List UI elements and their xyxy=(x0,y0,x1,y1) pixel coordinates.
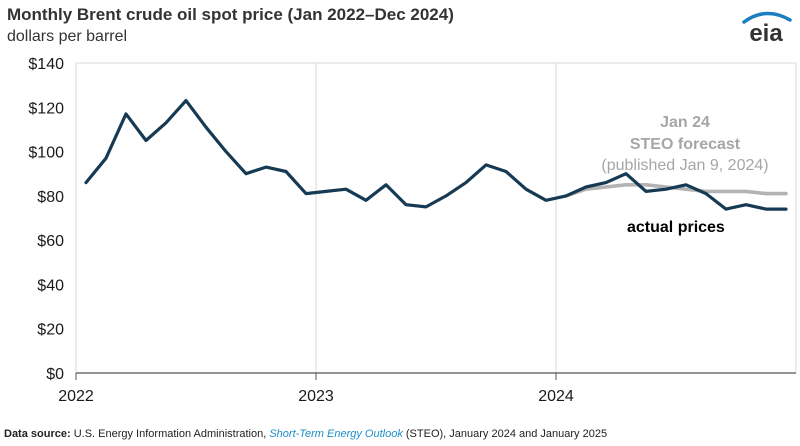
footer-text-before: U.S. Energy Information Administration, xyxy=(70,428,270,440)
annotations: Jan 24 STEO forecast (published Jan 9, 2… xyxy=(601,114,768,236)
forecast-annotation-line2: STEO forecast xyxy=(630,136,741,153)
footer-label: Data source: xyxy=(4,428,71,440)
y-tick-label: $20 xyxy=(37,322,64,339)
data-source-footer: Data source: U.S. Energy Information Adm… xyxy=(4,428,607,440)
y-tick-label: $120 xyxy=(28,100,64,117)
x-tick-label: 2022 xyxy=(58,388,94,405)
series xyxy=(84,98,788,211)
footer-text-after: (STEO), January 2024 and January 2025 xyxy=(402,428,608,440)
axes: $0 $20 $40 $60 $80 $100 $120 $140 2022 2023 2024 xyxy=(28,56,796,405)
y-tick-label: $80 xyxy=(37,189,64,206)
y-tick-label: $140 xyxy=(28,56,64,73)
y-tick-label: $60 xyxy=(37,233,64,250)
forecast-annotation-line1: Jan 24 xyxy=(660,114,710,131)
gridlines xyxy=(75,62,797,373)
actual-prices-line xyxy=(84,98,788,211)
forecast-annotation-line3: (published Jan 9, 2024) xyxy=(601,157,768,174)
eia-logo-icon: eia xyxy=(742,11,792,44)
y-tick-label: $40 xyxy=(37,277,64,294)
y-tick-label: $0 xyxy=(46,366,64,383)
x-tick-label: 2023 xyxy=(298,388,334,405)
footer-link[interactable]: Short-Term Energy Outlook xyxy=(269,428,403,440)
y-tick-label: $100 xyxy=(28,145,64,162)
chart-subtitle: dollars per barrel xyxy=(7,28,128,45)
x-tick-label: 2024 xyxy=(538,388,574,405)
logo-text: eia xyxy=(749,20,783,44)
actual-prices-annotation: actual prices xyxy=(627,219,725,236)
chart-title: Monthly Brent crude oil spot price (Jan … xyxy=(7,5,454,24)
